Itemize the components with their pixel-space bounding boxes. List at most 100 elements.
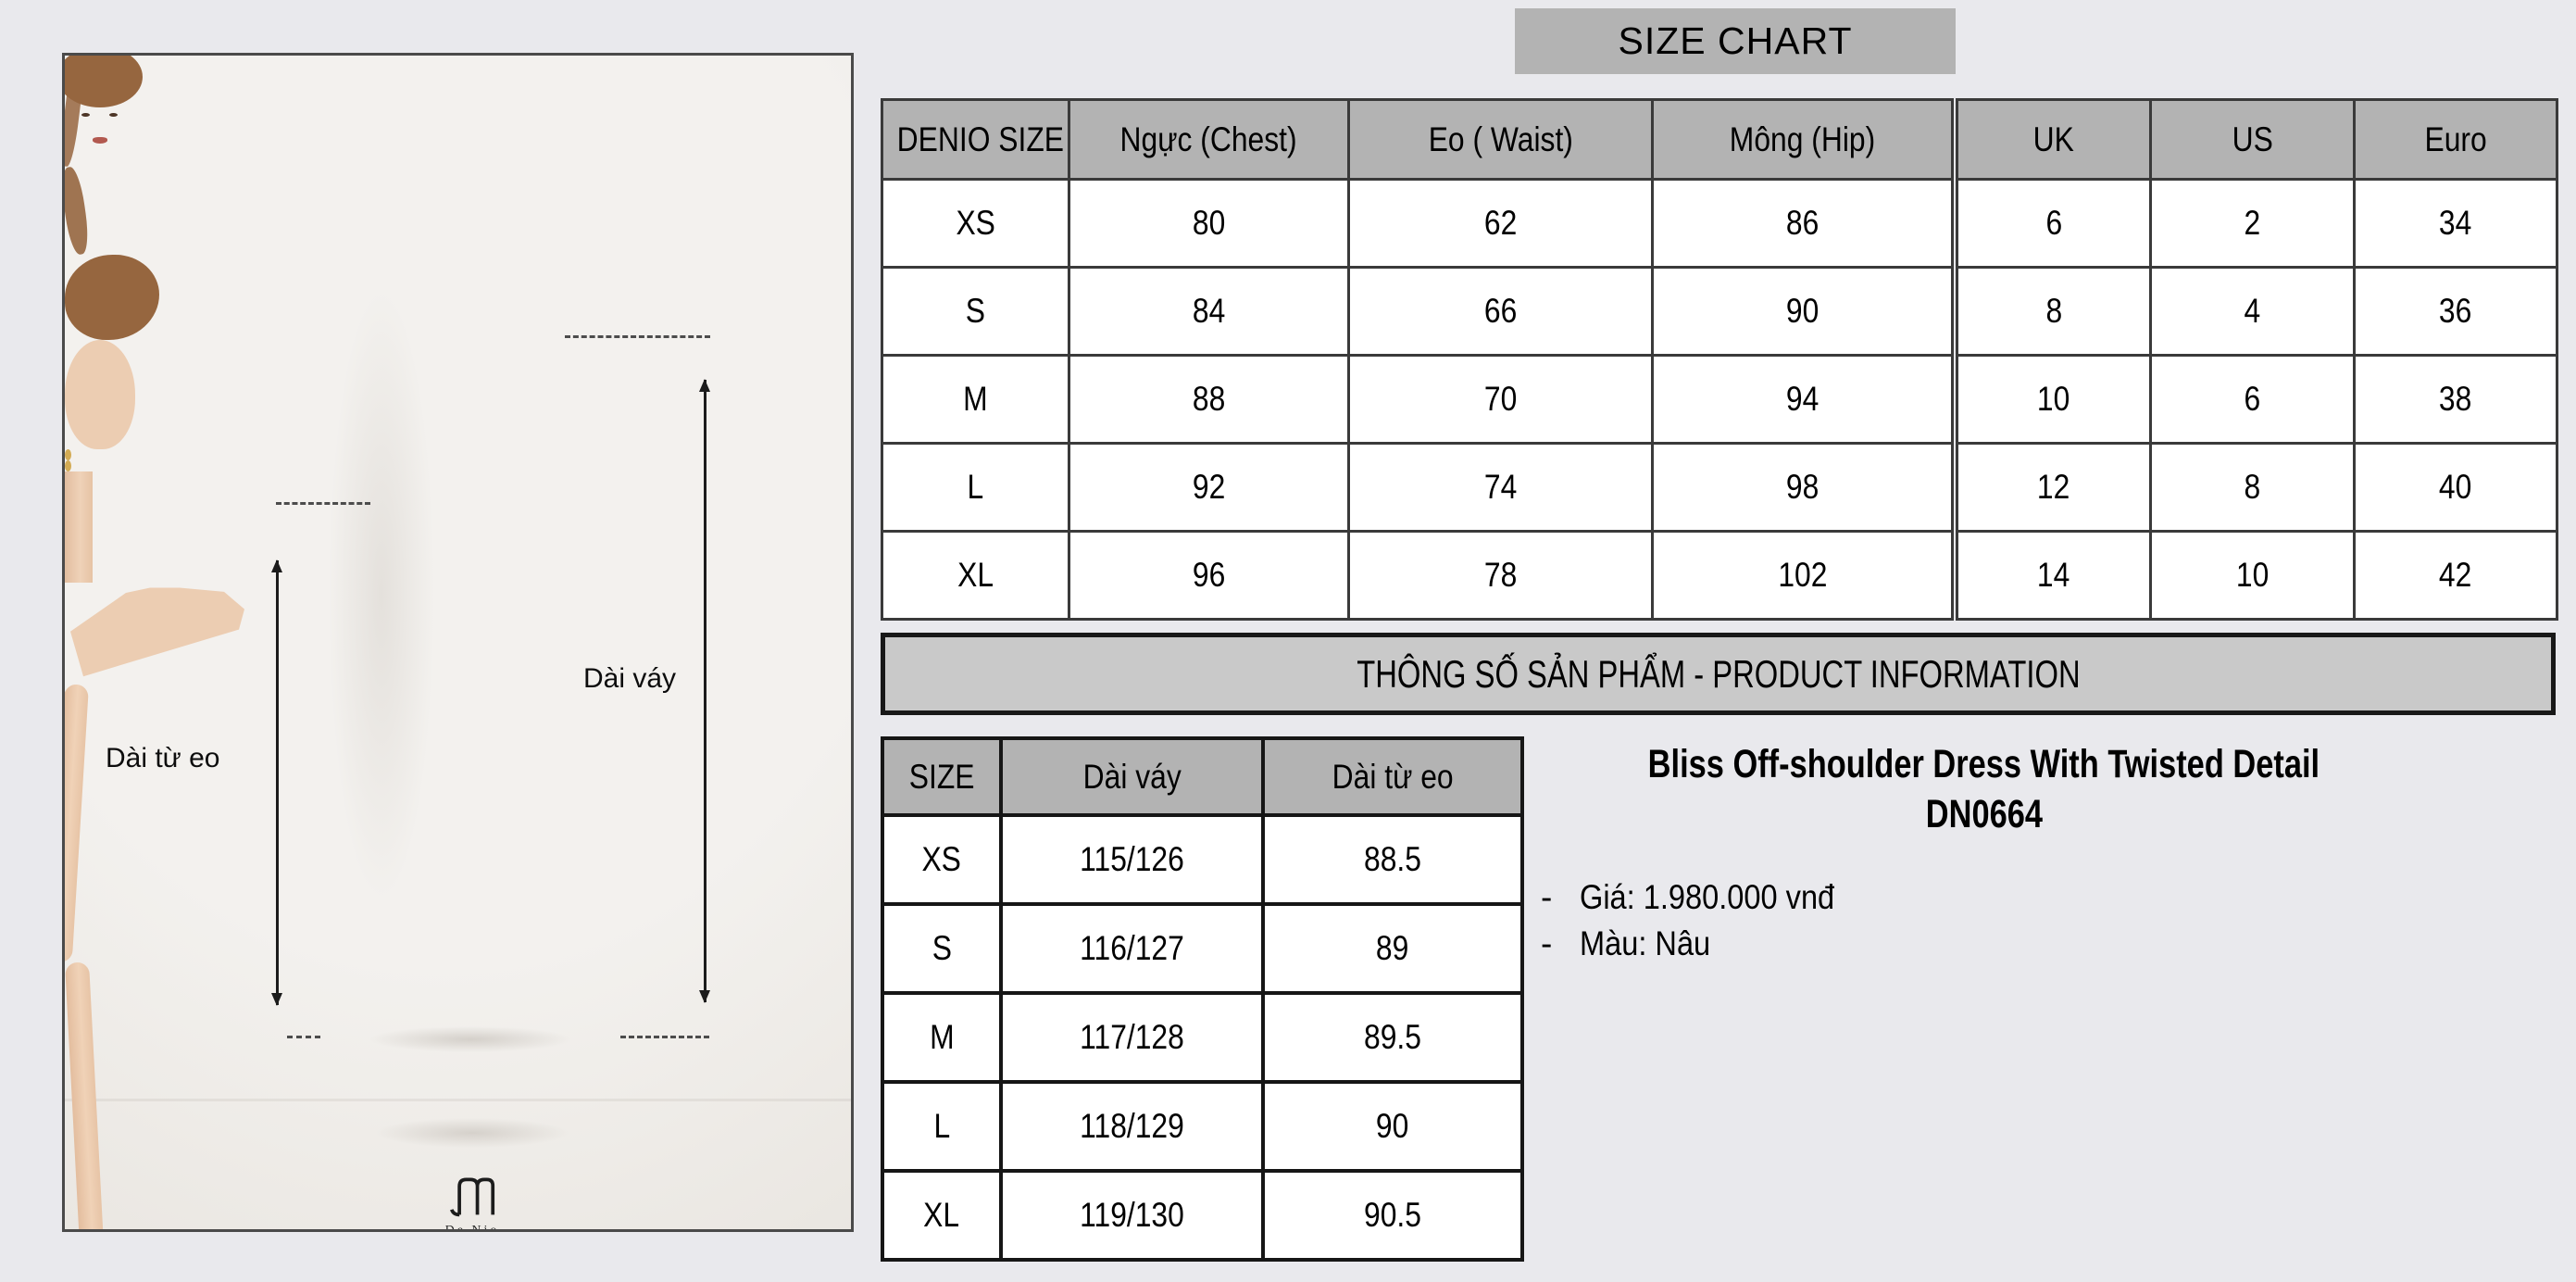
from-waist-length-arrow bbox=[271, 559, 282, 1006]
product-detail-color: - Màu: Nâu bbox=[1541, 921, 1869, 967]
table-cell: 88.5 bbox=[1261, 813, 1524, 906]
table-cell: 10 bbox=[2149, 530, 2356, 621]
bullet-dash: - bbox=[1541, 924, 1553, 962]
brand-name: De Nio bbox=[444, 1224, 500, 1232]
wall-shadow bbox=[287, 269, 444, 1084]
cell-text: 96 bbox=[1192, 556, 1226, 594]
cell-text: 10 bbox=[2037, 380, 2070, 418]
header-text: Mông (Hip) bbox=[1729, 119, 1876, 158]
earring-icon bbox=[65, 449, 71, 460]
cell-text: 84 bbox=[1192, 292, 1226, 330]
table-cell: 8 bbox=[2149, 442, 2356, 533]
cell-text: 42 bbox=[2439, 556, 2472, 594]
table-row: 6 2 34 bbox=[1956, 178, 2558, 269]
table-cell: 62 bbox=[1347, 178, 1654, 269]
product-title: Bliss Off-shoulder Dress With Twisted De… bbox=[1536, 739, 2432, 839]
table-cell: M bbox=[881, 354, 1070, 445]
product-photo-panel: Dài váy Dài từ eo De Nio bbox=[62, 53, 854, 1232]
cell-text: 102 bbox=[1777, 556, 1828, 594]
table-header-row: DENIO SIZE Ngực (Chest) Eo ( Waist) Mông… bbox=[881, 98, 1954, 181]
table-row: XS 115/126 88.5 bbox=[881, 813, 1524, 906]
table-cell: 6 bbox=[2149, 354, 2356, 445]
cell-text: 94 bbox=[1785, 380, 1819, 418]
table-cell: S bbox=[881, 266, 1070, 357]
cell-text: 118/129 bbox=[1080, 1107, 1184, 1145]
table-cell: 74 bbox=[1347, 442, 1654, 533]
cell-text: 10 bbox=[2235, 556, 2270, 594]
product-details: - Giá: 1.980.000 vnđ - Màu: Nâu bbox=[1541, 874, 1869, 967]
header-text: Dài từ eo bbox=[1332, 757, 1454, 796]
table-row: XL 119/130 90.5 bbox=[881, 1169, 1524, 1262]
table-row: L 92 74 98 bbox=[881, 442, 1954, 533]
from-waist-label: Dài từ eo bbox=[106, 743, 220, 773]
table-cell: M bbox=[881, 991, 1003, 1084]
product-information-title: THÔNG SỐ SẢN PHẨM - PRODUCT INFORMATION bbox=[1356, 651, 2081, 696]
table-cell: 40 bbox=[2353, 442, 2558, 533]
cell-text: 92 bbox=[1192, 468, 1226, 506]
table-cell: 8 bbox=[1956, 266, 2152, 357]
bullet-dash: - bbox=[1541, 878, 1553, 916]
cell-text: 2 bbox=[2244, 204, 2261, 242]
cell-text: XS bbox=[921, 840, 962, 878]
hem-guide-line-left bbox=[287, 1036, 320, 1038]
table-cell: 90.5 bbox=[1261, 1169, 1524, 1262]
table-row: S 116/127 89 bbox=[881, 902, 1524, 995]
table-cell: 42 bbox=[2353, 530, 2558, 621]
header-text: US bbox=[2232, 119, 2273, 158]
cell-text: 34 bbox=[2439, 204, 2472, 242]
cell-text: 6 bbox=[2244, 380, 2261, 418]
header-text: SIZE bbox=[908, 757, 975, 796]
model-arm-right bbox=[65, 962, 105, 1229]
column-header-dress-length: Dài váy bbox=[999, 736, 1265, 817]
model-shoulders bbox=[70, 587, 244, 677]
table-cell: XS bbox=[881, 178, 1070, 269]
cell-text: 98 bbox=[1785, 468, 1819, 506]
table-cell: 80 bbox=[1068, 178, 1350, 269]
table-cell: S bbox=[881, 902, 1003, 995]
intl-size-table: UK US Euro 6 2 34 8 4 36 10 6 38 12 8 40… bbox=[1956, 98, 2558, 621]
table-row: 14 10 42 bbox=[1956, 530, 2558, 621]
earring-icon bbox=[65, 460, 71, 471]
cell-text: XL bbox=[957, 556, 994, 594]
detail-text: Màu: Nâu bbox=[1580, 924, 1711, 962]
table-cell: 84 bbox=[1068, 266, 1350, 357]
table-cell: 89.5 bbox=[1261, 991, 1524, 1084]
cell-text: L bbox=[967, 468, 984, 506]
detail-text: Giá: 1.980.000 vnđ bbox=[1580, 878, 1835, 916]
dress-length-arrow bbox=[699, 379, 710, 1003]
cell-text: M bbox=[929, 1018, 955, 1056]
table-row: S 84 66 90 bbox=[881, 266, 1954, 357]
cell-text: 115/126 bbox=[1080, 840, 1184, 878]
table-cell: 12 bbox=[1956, 442, 2152, 533]
cell-text: 89 bbox=[1376, 929, 1409, 967]
model-head bbox=[65, 56, 143, 449]
table-cell: 102 bbox=[1651, 530, 1954, 621]
table-cell: 70 bbox=[1347, 354, 1654, 445]
header-text: DENIO SIZE bbox=[896, 119, 1065, 158]
model-photo bbox=[65, 56, 380, 1229]
table-row: XS 80 62 86 bbox=[881, 178, 1954, 269]
cell-text: 78 bbox=[1483, 556, 1518, 594]
waist-guide-line bbox=[276, 502, 370, 505]
cell-text: XS bbox=[956, 204, 995, 242]
cell-text: 8 bbox=[2244, 468, 2261, 506]
table-cell: 117/128 bbox=[999, 991, 1265, 1084]
table-cell: 89 bbox=[1261, 902, 1524, 995]
dress-length-label: Dài váy bbox=[583, 663, 677, 694]
cell-text: S bbox=[932, 929, 952, 967]
cell-text: 62 bbox=[1483, 204, 1518, 242]
table-header-row: UK US Euro bbox=[1956, 98, 2558, 181]
table-cell: 6 bbox=[1956, 178, 2152, 269]
table-cell: 119/130 bbox=[999, 1169, 1265, 1262]
table-cell: 2 bbox=[2149, 178, 2356, 269]
shoulder-guide-line bbox=[565, 335, 710, 338]
denio-monogram-icon bbox=[450, 1177, 495, 1217]
cell-text: 66 bbox=[1483, 292, 1518, 330]
cell-text: 88.5 bbox=[1364, 840, 1421, 878]
model-hair bbox=[65, 165, 92, 257]
cell-text: 116/127 bbox=[1080, 929, 1184, 967]
table-cell: 90 bbox=[1651, 266, 1954, 357]
table-cell: 4 bbox=[2149, 266, 2356, 357]
table-cell: 98 bbox=[1651, 442, 1954, 533]
